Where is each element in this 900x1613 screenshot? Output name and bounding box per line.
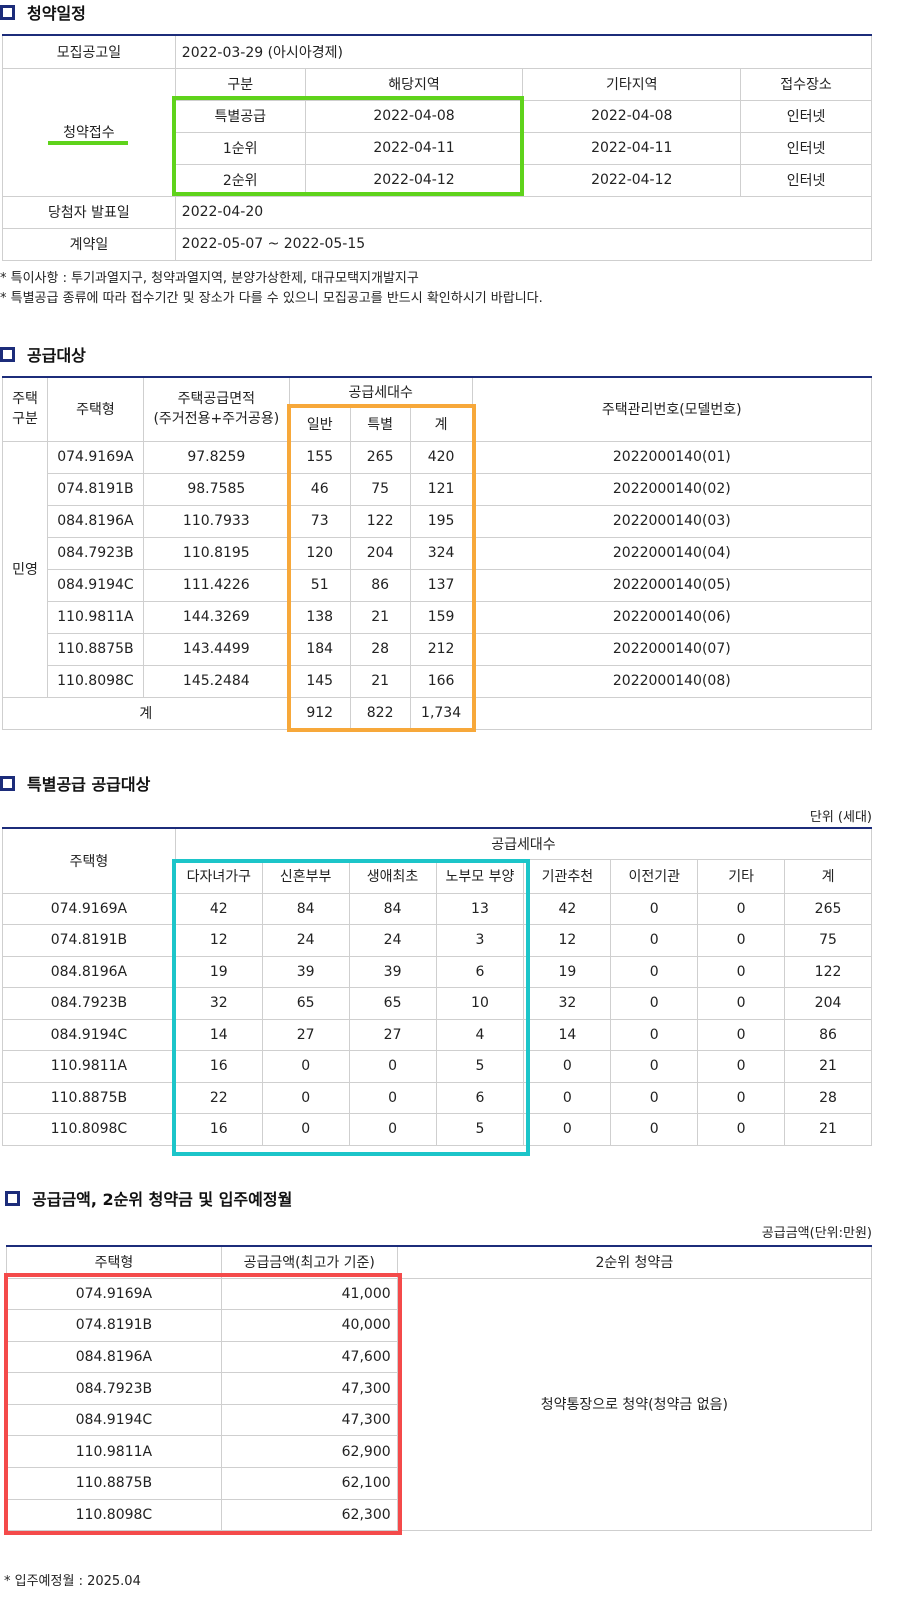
table-row: 074.8191B 12 24 24 3 12 0 0 75: [2, 924, 872, 957]
table-row: 110.8098C 62,300: [6, 1498, 872, 1532]
section-title-special: 특별공급 공급대상: [0, 771, 150, 795]
square-bullet-icon: [0, 346, 15, 362]
table-row: 084.7923B 110.8195 120 204 324 2022000140(04): [3, 536, 873, 570]
table-row: 110.8875B 62,100: [6, 1467, 872, 1500]
column-header: 이전기관: [610, 858, 699, 894]
winner-label: 당첨자 발표일: [2, 195, 176, 229]
sum-label: 계: [2, 696, 290, 730]
table-row: 084.9194C 14 27 27 4 14 0 0 86: [2, 1018, 872, 1051]
table-row: 074.8191B 98.7585 46 75 121 2022000140(02): [3, 472, 873, 506]
table-row: 084.8196A 110.7933 73 122 195 2022000140(03): [3, 504, 873, 538]
column-header: 계: [784, 858, 872, 894]
table-row: 074.9169A 42 84 84 13 42 0 0 265: [2, 892, 872, 925]
general-header: 일반: [288, 406, 351, 442]
table-row: 민영 074.9169A 97.8259 155 265 420 2022000140(01…: [2, 440, 873, 698]
receipt-header: 기타지역: [522, 67, 742, 101]
table-row: 110.9811A 144.3269 138 21 159 2022000140(06): [3, 600, 873, 634]
square-bullet-icon: [0, 775, 15, 791]
table-row: 084.7923B 32 65 65 10 32 0 0 204: [2, 987, 872, 1020]
supply-header: 공급세대수: [174, 827, 873, 860]
sum-total: 1,734: [409, 696, 473, 730]
column-header: 기타: [697, 858, 786, 894]
move-in-note: * 입주예정월 : 2025.04: [4, 1574, 141, 1589]
table-row: 084.9194C 47,300: [6, 1403, 872, 1437]
deposit-header: 2순위 청약금: [396, 1245, 873, 1279]
type-header: 주택형: [6, 1245, 222, 1279]
table-row: 1순위 2022-04-11 2022-04-11 인터넷: [3, 131, 872, 165]
section-title-schedule: 청약일정: [0, 0, 86, 24]
column-header: 생애최초: [348, 858, 437, 894]
square-bullet-icon: [5, 1190, 20, 1206]
column-header: 신혼부부: [261, 858, 350, 894]
mgmt-header: 주택관리번호(모델번호): [471, 376, 873, 442]
supply-table: 주택 구분 주택형 주택공급면적 (주거전용+주거공용) 공급세대수 주택관리번…: [2, 376, 873, 730]
contract-label: 계약일: [2, 227, 176, 261]
table-row: 074.9169A 41,000 청약통장으로 청약(청약금 없음): [6, 1277, 873, 1532]
receipt-header: 구분: [174, 67, 306, 101]
total-header: 계: [409, 406, 473, 442]
supply-header: 공급세대수: [288, 376, 473, 408]
table-row: 084.8196A 19 39 39 6 19 0 0 122: [2, 955, 872, 988]
unit-label: 단위 (세대): [809, 810, 872, 825]
table-row: 110.8098C 145.2484 145 21 166 2022000140(08): [3, 664, 873, 698]
type-header: 주택형: [2, 827, 176, 894]
table-row: 110.9811A 16 0 0 5 0 0 0 21: [2, 1050, 872, 1083]
contract-value: 2022-05-07 ~ 2022-05-15: [174, 227, 873, 261]
sum-special: 822: [349, 696, 411, 730]
deposit-value: 청약통장으로 청약(청약금 없음): [396, 1277, 873, 1532]
receipt-header: 접수장소: [740, 67, 872, 101]
table-row: 110.8875B 143.4499 184 28 212 2022000140(07): [3, 632, 873, 666]
column-header: 기관추천: [523, 858, 612, 894]
section-title-price: 공급금액, 2순위 청약금 및 입주예정월: [0, 1186, 292, 1210]
gubun-value: 민영: [2, 440, 48, 698]
price-table: 주택형 공급금액(최고가 기준) 2순위 청약금 074.9169A 41,000…: [6, 1245, 873, 1532]
table-row: 110.9811A 62,900: [6, 1435, 872, 1469]
area-header: 주택공급면적 (주거전용+주거공용): [142, 376, 290, 442]
table-row: 084.7923B 47,300: [6, 1372, 872, 1405]
sum-general: 912: [288, 696, 351, 730]
column-header: 노부모 부양: [435, 858, 525, 894]
table-row: 110.8875B 22 0 0 6 0 0 0 28: [2, 1081, 872, 1114]
type-header: 주택형: [46, 376, 144, 442]
square-bullet-icon: [0, 4, 15, 20]
column-header: 다자녀가구: [174, 858, 263, 894]
winner-value: 2022-04-20: [174, 195, 873, 229]
schedule-notes: * 특이사항 : 투기과열지구, 청약과열지역, 분양가상한제, 대규모택지개발…: [0, 271, 543, 306]
section-title-supply: 공급대상: [0, 342, 86, 366]
table-row: 특별공급 2022-04-08 2022-04-08 인터넷: [3, 99, 872, 133]
highlight-underline: [48, 141, 128, 145]
schedule-table: 모집공고일 2022-03-29 (아시아경제) 청약접수 구분 해당지역 기타…: [2, 34, 873, 261]
special-header: 특별: [349, 406, 411, 442]
announce-label: 모집공고일: [2, 34, 176, 69]
announce-value: 2022-03-29 (아시아경제): [174, 34, 873, 69]
receipt-header: 해당지역: [304, 67, 524, 101]
unit-label: 공급금액(단위:만원): [761, 1226, 872, 1241]
gubun-header: 주택 구분: [2, 376, 48, 442]
price-header: 공급금액(최고가 기준): [220, 1245, 398, 1279]
table-row: 084.9194C 111.4226 51 86 137 2022000140(05): [3, 568, 873, 602]
special-supply-table: 주택형 공급세대수 다자녀가구 신혼부부 생애최초 노부모 부양 기관추천 이전기관 기타 계…: [2, 827, 873, 1146]
receipt-label: 청약접수: [2, 67, 176, 197]
table-row: 110.8098C 16 0 0 5 0 0 0 21: [2, 1113, 872, 1146]
table-row: 2순위 2022-04-12 2022-04-12 인터넷: [3, 163, 872, 197]
